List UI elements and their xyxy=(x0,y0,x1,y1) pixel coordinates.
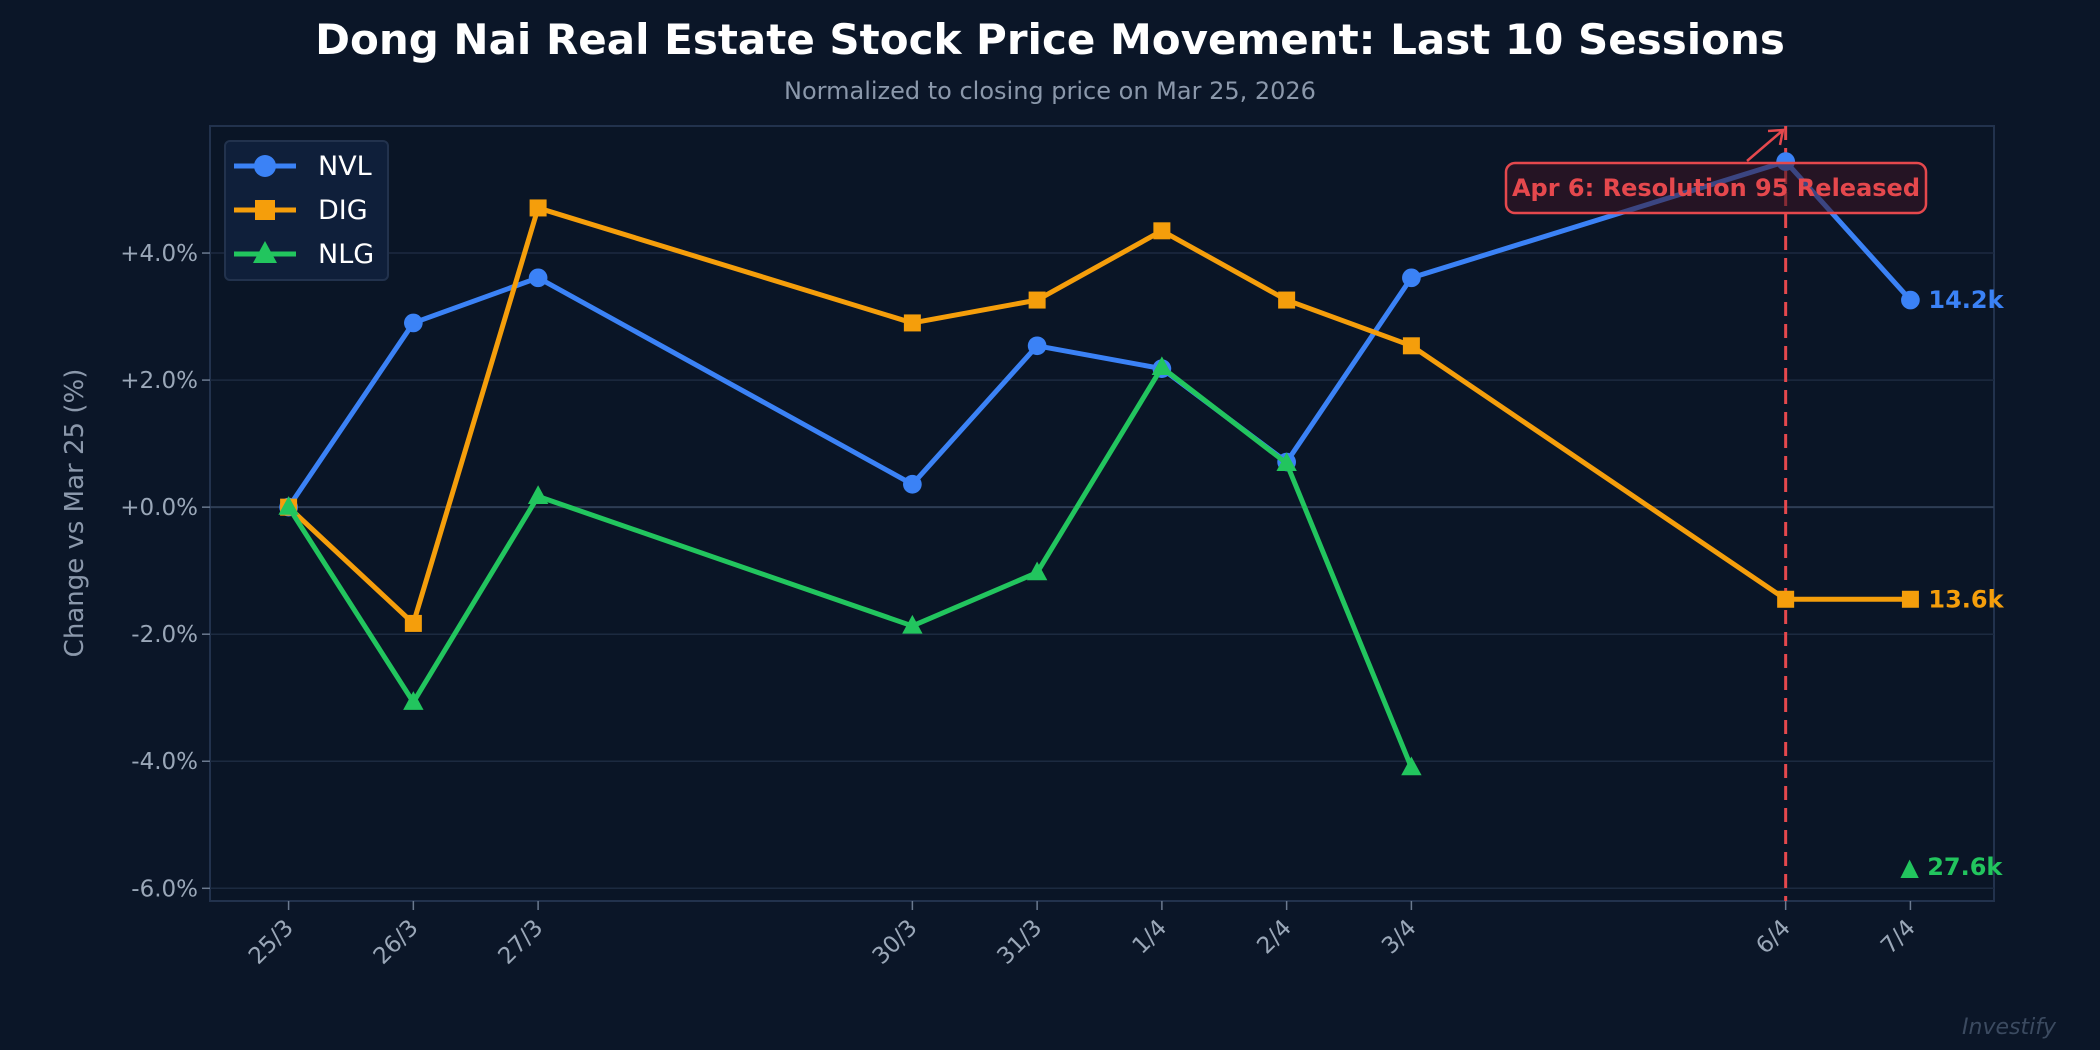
data-point xyxy=(1026,561,1048,581)
data-point xyxy=(903,314,921,332)
data-point xyxy=(1028,291,1046,309)
series-dig xyxy=(280,199,1919,632)
watermark: Investify xyxy=(1962,1015,2057,1040)
y-tick-label: +0.0% xyxy=(120,495,198,521)
data-point xyxy=(903,474,922,494)
y-tick-label: -2.0% xyxy=(131,622,198,648)
x-tick-label: 3/4 xyxy=(1377,915,1422,960)
data-point xyxy=(403,691,424,710)
data-point xyxy=(254,155,276,177)
data-point xyxy=(1901,590,1919,608)
data-point xyxy=(253,241,277,263)
x-tick-label: 25/3 xyxy=(244,915,299,970)
data-point xyxy=(1151,356,1173,376)
series-line xyxy=(286,364,1414,769)
data-point xyxy=(278,496,299,515)
data-point xyxy=(255,200,275,220)
chart-title: Dong Nai Real Estate Stock Price Movemen… xyxy=(315,15,1785,64)
data-point xyxy=(1278,291,1296,309)
data-point xyxy=(902,614,923,634)
legend-label-dig: DIG xyxy=(318,195,368,226)
data-point xyxy=(404,313,423,333)
x-tick-label: 30/3 xyxy=(868,915,923,970)
end-label-nvl: 14.2k xyxy=(1928,286,2004,314)
x-tick-label: 7/4 xyxy=(1876,915,1921,960)
data-point xyxy=(1402,337,1420,355)
y-tick-label: +2.0% xyxy=(120,368,198,394)
x-tick-label: 1/4 xyxy=(1128,915,1173,960)
x-tick-label: 6/4 xyxy=(1751,915,1796,960)
data-point xyxy=(1402,268,1421,288)
series-line xyxy=(286,205,1911,626)
data-point xyxy=(528,268,548,288)
data-point xyxy=(1777,590,1795,608)
chart-subtitle: Normalized to closing price on Mar 25, 2… xyxy=(784,77,1316,105)
x-tick-label: 2/4 xyxy=(1252,915,1297,960)
data-point xyxy=(1153,222,1171,240)
legend-label-nlg: NLG xyxy=(318,239,374,270)
y-axis-label: Change vs Mar 25 (%) xyxy=(60,369,90,658)
legend-label-nvl: NVL xyxy=(318,151,372,182)
data-point xyxy=(1276,452,1297,471)
x-tick-label: 26/3 xyxy=(369,915,424,970)
annotation-text: Apr 6: Resolution 95 Released xyxy=(1512,174,1920,202)
y-tick-label: -6.0% xyxy=(131,876,198,902)
series-nlg xyxy=(278,356,1422,776)
annotation-box xyxy=(1504,161,1928,215)
data-point xyxy=(1027,336,1047,356)
data-point xyxy=(529,199,547,217)
data-point xyxy=(1901,290,1920,310)
data-point xyxy=(1401,756,1422,776)
legend: NVL DIG NLG xyxy=(224,140,389,281)
end-label-nlg: ▲ 27.6k xyxy=(1900,853,2003,881)
annotation-arrowhead xyxy=(1767,128,1785,146)
x-tick-label: 27/3 xyxy=(493,915,548,970)
plot-area xyxy=(209,125,1995,902)
annotation-arrow xyxy=(1746,130,1783,162)
y-tick-label: -4.0% xyxy=(131,749,198,775)
data-point xyxy=(527,485,549,504)
x-tick-label: 31/3 xyxy=(992,915,1047,970)
series-line xyxy=(286,159,1913,509)
end-label-dig: 13.6k xyxy=(1928,585,2004,613)
y-tick-label: +4.0% xyxy=(120,241,198,267)
data-point xyxy=(404,614,422,632)
